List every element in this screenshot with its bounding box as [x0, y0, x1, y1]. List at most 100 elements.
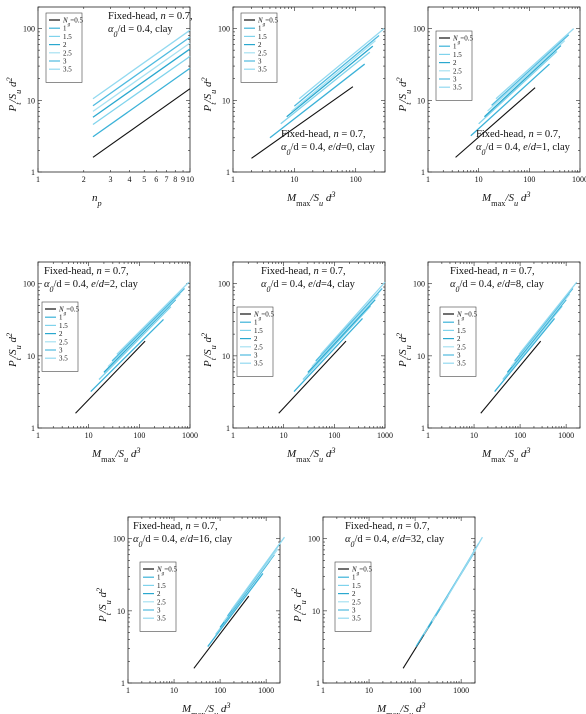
y-tick-label: 100 — [308, 535, 320, 544]
legend-entry-3: 3 — [157, 607, 161, 615]
series-line-ng-2 — [103, 299, 177, 373]
legend-entry-0-5: Ng=0.5 — [62, 17, 83, 28]
y-tick-label: 1 — [316, 679, 320, 688]
legend-entry-2: 2 — [258, 41, 262, 49]
annotation-line-1: Fixed-head, n = 0.7, — [345, 521, 430, 532]
series-line-ng-0-5 — [251, 86, 354, 159]
legend-entry-2: 2 — [63, 41, 67, 49]
series-line-ng-2 — [483, 45, 562, 118]
y-tick-label: 10 — [27, 96, 35, 105]
x-tick-label: 8 — [173, 175, 177, 184]
legend-entry-3-5: 3.5 — [63, 66, 72, 74]
y-tick-label: 10 — [417, 96, 425, 105]
x-axis-label: np — [92, 192, 102, 208]
y-axis-label: Pt/Su d2 — [95, 588, 113, 623]
y-tick-label: 100 — [113, 535, 125, 544]
y-tick-label: 1 — [226, 168, 230, 177]
series-line-ng-3-5 — [231, 536, 285, 610]
series-line-ng-0-5 — [278, 340, 347, 414]
y-axis-label: Pt/Su d2 — [395, 333, 413, 368]
series-line-ng-3-5 — [116, 281, 190, 355]
series-line-ng-3 — [315, 288, 383, 362]
series-line-ng-1 — [470, 63, 550, 137]
y-tick-label: 10 — [222, 352, 230, 361]
plot-frame — [127, 516, 281, 684]
legend-entry-2-5: 2.5 — [457, 343, 466, 351]
annotation-line-1: Fixed-head, n = 0.7, — [281, 129, 366, 140]
y-tick-label: 10 — [417, 352, 425, 361]
annotation-line-1: Fixed-head, n = 0.7, — [261, 266, 346, 277]
legend-box — [334, 561, 372, 632]
plot-frame — [37, 6, 191, 173]
legend-entry-3: 3 — [63, 58, 67, 66]
y-axis-label: Pt/Su d2 — [200, 77, 218, 112]
series-line-ng-2-5 — [311, 293, 380, 368]
legend-entry-3-5: 3.5 — [453, 84, 462, 92]
legend-entry-2: 2 — [59, 330, 63, 338]
legend-entry-3: 3 — [59, 347, 63, 355]
x-axis-label: Mmax/Su d3 — [181, 701, 230, 714]
chart-panel-6: 1 10 100 1000 1 10 100 Mmax/Su d3 Pt/Su d2 Fixed-… — [395, 261, 581, 464]
legend-entry-1-5: 1.5 — [453, 51, 462, 59]
x-tick-label: 10 — [280, 431, 288, 440]
y-tick-label: 100 — [413, 280, 425, 289]
series-line-ng-2-5 — [107, 293, 181, 368]
legend-entry-1-5: 1.5 — [254, 327, 263, 335]
legend-entry-1-5: 1.5 — [157, 582, 166, 590]
legend-entry-0-5: Ng=0.5 — [58, 306, 79, 317]
legend-entry-3: 3 — [258, 58, 262, 66]
legend-entry-3-5: 3.5 — [457, 360, 466, 368]
legend-entry-0-5: Ng=0.5 — [456, 311, 477, 322]
legend-entry-0-5: Ng=0.5 — [452, 35, 473, 46]
legend-entry-2: 2 — [352, 590, 356, 598]
series-line-ng-2-5 — [92, 42, 191, 112]
series-line-ng-2-5 — [510, 293, 571, 367]
legend-entry-1-5: 1.5 — [63, 33, 72, 41]
y-axis-label: Pt/Su d2 — [395, 77, 413, 112]
legend-entry-2-5: 2.5 — [258, 49, 267, 57]
legend-box — [41, 301, 79, 372]
series-line-ng-1-5 — [502, 305, 563, 380]
series-line-ng-2-5 — [291, 40, 376, 112]
x-tick-label: 1000 — [558, 431, 574, 440]
x-tick-label: 100 — [523, 175, 535, 184]
y-tick-label: 100 — [413, 25, 425, 34]
chart-panel-4: 1 10 100 1000 1 10 100 Mmax/Su d3 Pt/Su d2 Fixed-… — [5, 261, 198, 464]
x-tick-label: 7 — [164, 175, 168, 184]
x-tick-label: 100 — [214, 686, 226, 695]
chart-panel-7: 1 10 100 1000 1 10 100 Mmax/Su d3 Pt/Su d2 Fixed-… — [95, 516, 285, 714]
legend-entry-1-5: 1.5 — [258, 33, 267, 41]
x-tick-label: 100 — [514, 431, 526, 440]
plot-frame — [427, 261, 581, 429]
legend-entry-2: 2 — [254, 335, 258, 343]
x-axis-label: Mmax/Su d3 — [91, 446, 140, 464]
chart-panel-2: 1 10 100 1 10 100 Mmax/Su d3 Pt/Su d2 Fixed-head… — [200, 6, 386, 208]
series-line-ng-1 — [293, 318, 363, 393]
y-axis-label: Pt/Su d2 — [5, 77, 23, 112]
legend-box — [435, 30, 473, 101]
legend-entry-2: 2 — [457, 335, 461, 343]
chart-panel-8: 1 10 100 1000 1 10 100 Mmax/Su d3 Pt/Su d2 Fixed-… — [290, 516, 483, 714]
legend-entry-0-5: Ng=0.5 — [253, 311, 274, 322]
annotation-line-1: Fixed-head, n = 0.7, — [133, 521, 218, 532]
legend-entry-1: 1 — [453, 43, 457, 51]
legend-entry-3-5: 3.5 — [59, 355, 68, 363]
series-line-ng-3-5 — [495, 28, 575, 100]
series-line-ng-1-5 — [98, 306, 172, 380]
y-tick-label: 1 — [421, 168, 425, 177]
x-tick-label: 1000 — [453, 686, 469, 695]
legend-entry-0-5: Ng=0.5 — [351, 566, 372, 577]
chart-panel-3: 1 10 100 1000 1 10 100 Mmax/Su d3 Pt/Su d2 Fixed-… — [395, 6, 586, 208]
annotation-line-2: α0/d = 0.4, e/d=32, clay — [345, 534, 445, 549]
x-tick-label: 1 — [126, 686, 130, 695]
x-tick-label: 10 — [85, 431, 93, 440]
legend-entry-1: 1 — [258, 25, 262, 33]
plot-frame — [427, 6, 581, 173]
series-line-ng-2 — [286, 45, 374, 118]
y-tick-label: 10 — [117, 607, 125, 616]
x-tick-label: 1 — [426, 431, 430, 440]
x-tick-label: 10 — [475, 175, 483, 184]
series-line-ng-0-5 — [455, 87, 536, 158]
y-axis-label: Pt/Su d2 — [5, 333, 23, 368]
